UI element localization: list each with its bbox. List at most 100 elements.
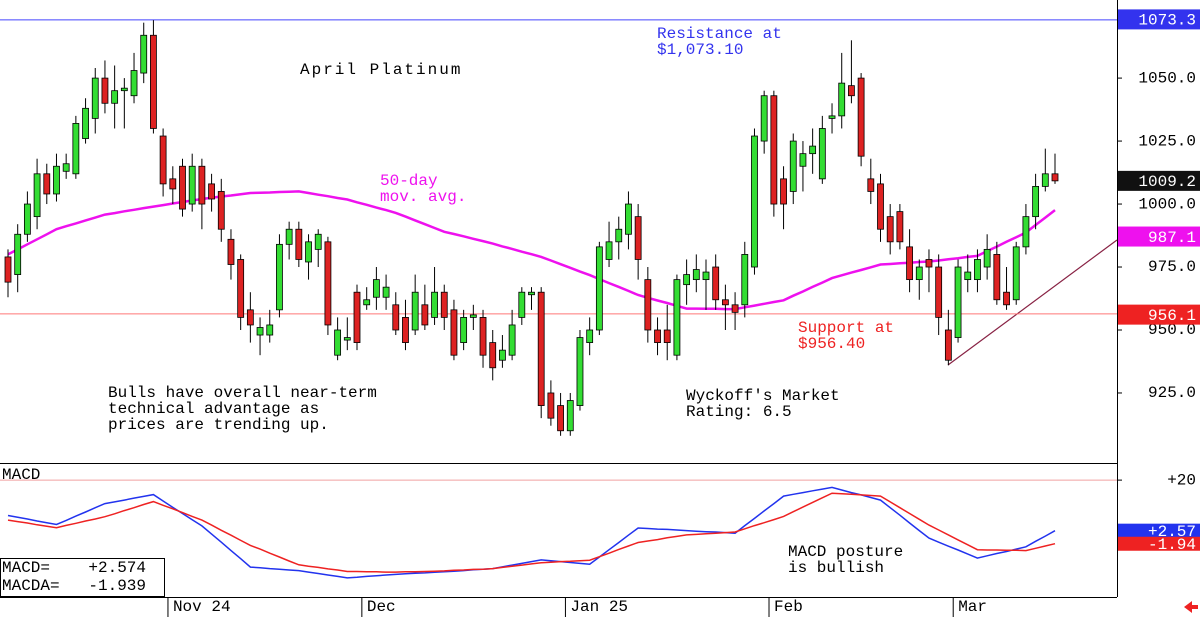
candle-body: [295, 228, 303, 260]
candle-body: [440, 291, 448, 318]
candle-body: [828, 115, 836, 119]
y-tick-label: 975.0: [1148, 258, 1196, 276]
candle-body: [915, 266, 923, 281]
candle-body: [595, 246, 603, 331]
candle-body: [53, 165, 60, 195]
candle-body: [72, 123, 80, 175]
candle-body: [150, 34, 157, 129]
price-marker: [1118, 304, 1200, 325]
candle-body: [625, 203, 632, 235]
candle-body: [663, 329, 671, 343]
y-tick-label: 950.0: [1148, 321, 1196, 339]
candle-body: [460, 316, 468, 343]
candle-body: [586, 329, 594, 343]
candle-body: [906, 246, 913, 281]
macd-line: [7, 486, 1056, 579]
candle-body: [431, 291, 438, 318]
candle-body: [547, 392, 555, 419]
candle-body: [741, 254, 749, 306]
price-marker-label: 1009.2: [1138, 173, 1196, 191]
macd-title: MACD: [2, 466, 40, 484]
candle-body: [324, 241, 332, 326]
x-tick-label: Dec: [367, 598, 396, 616]
annotation: Support at: [798, 319, 894, 337]
annotation: $1,073.10: [657, 41, 743, 59]
annotation: Wyckoff's Market: [686, 387, 840, 405]
trendline: [947, 239, 1118, 366]
candle-body: [528, 291, 535, 296]
candle-body: [944, 329, 952, 361]
annotation: Resistance at: [657, 25, 782, 43]
candle-body: [1032, 186, 1040, 218]
candle-body: [877, 183, 884, 230]
price-marker: [1118, 536, 1200, 551]
candle-body: [392, 304, 400, 331]
candle-body: [848, 85, 855, 97]
candle-body: [993, 254, 1001, 301]
candle-body: [402, 316, 409, 343]
candle-body: [43, 173, 51, 195]
price-marker: [1118, 523, 1200, 538]
price-marker-label: 956.1: [1148, 307, 1196, 325]
y-tick-label: 1050.0: [1138, 69, 1196, 87]
moving-average-label: mov. avg.: [380, 188, 466, 206]
candle-body: [644, 279, 652, 331]
candle-body: [809, 145, 817, 155]
candle-body: [179, 165, 186, 210]
price-marker: [1118, 9, 1200, 30]
candle-body: [974, 259, 981, 281]
candle-body: [818, 128, 826, 180]
annotation: technical advantage as: [108, 400, 319, 418]
price-marker-label: 1073.3: [1138, 12, 1196, 30]
candle-body: [4, 256, 12, 283]
candle-body: [305, 241, 312, 263]
candle-body: [896, 211, 904, 243]
candle-body: [566, 400, 574, 432]
candle-body: [343, 337, 351, 341]
candle-body: [353, 291, 361, 343]
candle-body: [120, 87, 128, 92]
candle-body: [169, 178, 177, 190]
moving-average-label: 50-day: [380, 172, 438, 190]
candle-body: [615, 228, 623, 243]
y-tick-label: 1000.0: [1138, 195, 1196, 213]
candle-body: [237, 259, 245, 318]
candle-body: [673, 279, 681, 356]
candle-body: [266, 324, 274, 336]
readout-box: [0, 558, 165, 597]
candle-body: [634, 216, 642, 260]
readout-value: +2.574: [88, 559, 146, 577]
readout-value: -1.939: [88, 577, 146, 595]
candle-body: [886, 216, 894, 243]
candle-body: [983, 248, 991, 268]
annotation: prices are trending up.: [108, 416, 329, 434]
candle-body: [372, 279, 380, 298]
candle-body: [140, 34, 148, 74]
candle-body: [954, 266, 962, 338]
y-tick-label: 925.0: [1148, 384, 1196, 402]
candle-body: [469, 314, 477, 318]
price-marker: [1118, 170, 1200, 191]
candle-body: [935, 266, 943, 318]
candle-body: [683, 274, 691, 286]
candle-body: [508, 324, 516, 356]
candle-body: [751, 135, 758, 268]
price-marker-label: -1.94: [1148, 536, 1196, 554]
candle-body: [1051, 173, 1059, 182]
candle-body: [382, 286, 390, 298]
candle-body: [23, 203, 31, 235]
candle-body: [276, 243, 283, 311]
candle-body: [82, 107, 89, 139]
candle-body: [1022, 216, 1030, 248]
candle-body: [576, 337, 584, 406]
candle-body: [731, 304, 739, 313]
candle-body: [964, 271, 972, 281]
candle-body: [692, 269, 700, 281]
candle-body: [479, 316, 487, 356]
candle-body: [721, 299, 729, 306]
candle-body: [14, 233, 22, 275]
candle-body: [489, 342, 497, 369]
candle-body: [363, 299, 371, 306]
candle-body: [62, 163, 70, 172]
